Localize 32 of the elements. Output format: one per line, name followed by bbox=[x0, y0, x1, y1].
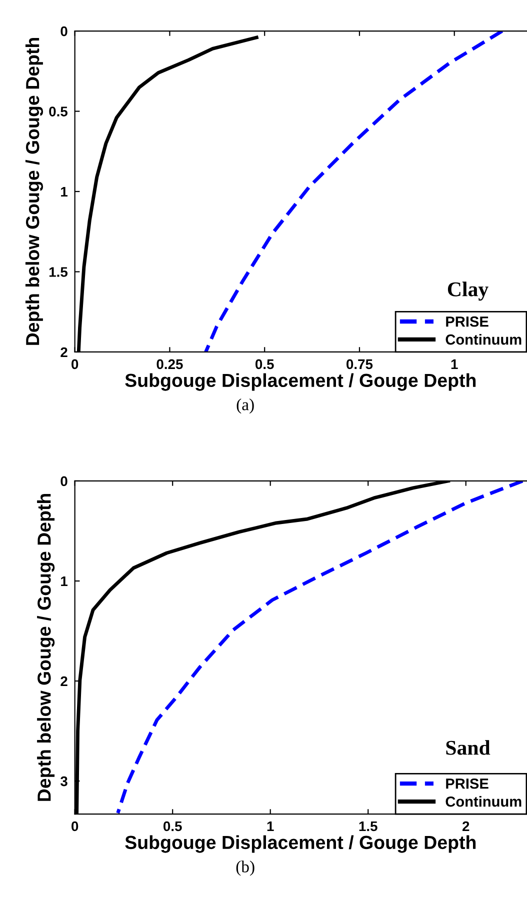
y-tick-label: 1 bbox=[61, 576, 68, 586]
y-tick-label: 0.5 bbox=[49, 106, 68, 116]
y-axis-title: Depth below Gouge / Gouge Depth bbox=[25, 38, 44, 345]
x-tick-label: 0 bbox=[72, 821, 78, 832]
y-tick-label: 0 bbox=[60, 476, 68, 486]
x-tick-label: 0 bbox=[72, 359, 78, 370]
x-tick-label: 1.5 bbox=[359, 821, 378, 832]
y-tick-label: 1.5 bbox=[49, 267, 68, 277]
y-tick-label: 0 bbox=[60, 26, 68, 36]
x-tick-label: 1 bbox=[267, 821, 274, 832]
text: (b) bbox=[236, 860, 254, 876]
y-tick-label: 2 bbox=[60, 347, 68, 358]
y-axis-title: Depth below Gouge / Gouge Depth bbox=[37, 494, 55, 801]
x-tick-label: 0.25 bbox=[156, 359, 183, 370]
x-tick-label: 0.5 bbox=[163, 821, 182, 832]
text: (a) bbox=[236, 398, 254, 414]
legend-label: Continuum bbox=[446, 334, 522, 345]
x-tick-label: 1 bbox=[451, 359, 458, 369]
annotation: Clay bbox=[448, 282, 488, 301]
line-series bbox=[116, 480, 524, 814]
y-tick-label: 2 bbox=[60, 676, 68, 686]
x-tick-label: 2 bbox=[462, 821, 470, 832]
x-axis-title: Subgouge Displacement / Gouge Depth bbox=[125, 373, 476, 391]
legend-label: PRISE bbox=[446, 778, 488, 789]
x-axis-title: Subgouge Displacement / Gouge Depth bbox=[125, 835, 476, 853]
annotation: Sand bbox=[446, 740, 490, 755]
legend-label: PRISE bbox=[446, 316, 488, 327]
y-tick-label: 1 bbox=[61, 186, 68, 197]
x-tick-label: 0.75 bbox=[346, 359, 373, 370]
legend-label: Continuum bbox=[446, 796, 522, 807]
x-tick-label: 0.5 bbox=[255, 359, 274, 370]
y-tick-label: 3 bbox=[60, 776, 68, 786]
